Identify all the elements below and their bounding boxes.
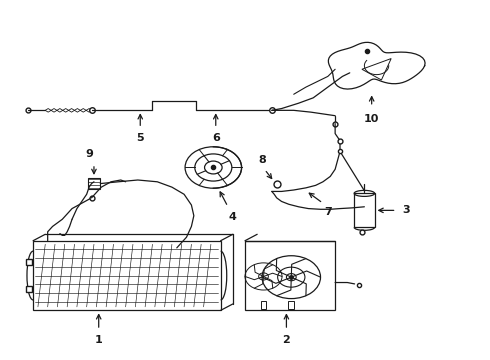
Circle shape	[287, 274, 296, 281]
Text: 5: 5	[136, 133, 144, 143]
Text: 1: 1	[95, 336, 102, 345]
Text: 2: 2	[283, 336, 290, 345]
Text: 6: 6	[212, 133, 220, 143]
Bar	[261, 301, 267, 309]
Bar	[354, 193, 374, 227]
Bar	[33, 241, 221, 310]
Bar	[245, 241, 335, 310]
Text: 7: 7	[324, 207, 332, 217]
Text: 3: 3	[402, 205, 410, 215]
Text: 4: 4	[229, 212, 237, 222]
Bar	[88, 178, 100, 189]
Text: 8: 8	[258, 155, 266, 165]
Circle shape	[204, 161, 222, 174]
Text: 10: 10	[364, 114, 379, 124]
Bar	[288, 301, 294, 309]
Circle shape	[259, 273, 269, 280]
Text: 9: 9	[85, 149, 93, 159]
